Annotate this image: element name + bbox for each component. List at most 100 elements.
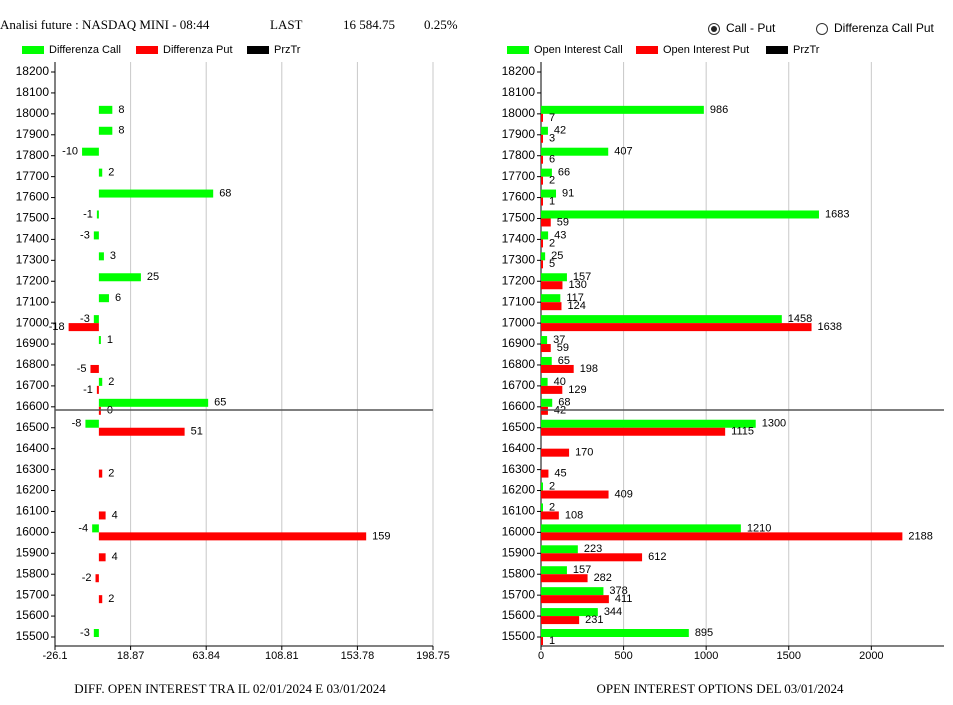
value-label: 407 [614,146,632,158]
value-label: 1458 [788,313,812,325]
y-tick-label: 18100 [502,85,536,99]
value-label: 2 [549,480,555,492]
legend-label: PrzTr [274,44,301,56]
y-tick-label: 17400 [16,232,50,246]
value-label: -3 [80,627,90,639]
value-label: 124 [567,300,585,312]
value-label: 68 [219,187,231,199]
bar [541,587,604,596]
value-label: 117 [566,292,584,304]
radio-button[interactable] [816,23,828,35]
bar [541,302,562,311]
bar [541,273,567,282]
bar [541,176,543,185]
y-tick-label: 15900 [502,545,536,559]
value-label: -5 [77,363,87,375]
value-label: 59 [557,342,569,354]
y-tick-label: 17100 [502,294,536,308]
bar [541,469,549,478]
legend-label: Open Interest Call [534,44,623,56]
y-tick-label: 17600 [16,190,50,204]
legend-swatch [766,46,788,54]
y-tick-label: 16700 [16,378,50,392]
bar [541,155,543,164]
value-label: 6 [115,292,121,304]
y-tick-label: 18000 [16,106,50,120]
bar [541,608,598,617]
radio-label[interactable]: Call - Put [726,21,776,35]
x-tick-label: 108.81 [265,650,299,662]
bar [541,448,570,457]
value-label: 66 [558,167,570,179]
y-tick-label: 16200 [502,483,536,497]
bar [541,377,548,386]
value-label: 231 [585,614,603,626]
bar [98,377,103,386]
y-tick-label: 16400 [502,441,536,455]
y-tick-label: 16100 [16,504,50,518]
y-tick-label: 15800 [502,566,536,580]
value-label: 159 [372,530,390,542]
y-tick-label: 16100 [502,504,536,518]
bar [98,595,103,604]
chart-title: OPEN INTEREST OPTIONS DEL 03/01/2024 [597,681,845,696]
value-label: 2 [108,376,114,388]
value-label: 223 [584,543,602,555]
value-label: -18 [49,321,65,333]
value-label: 68 [558,397,570,409]
bar [541,315,782,324]
value-label: 91 [562,187,574,199]
y-tick-label: 16800 [502,357,536,371]
bar [90,364,99,373]
y-tick-label: 17200 [502,273,536,287]
value-label: 895 [695,627,713,639]
value-label: 45 [554,467,566,479]
bar [541,134,543,143]
legend-swatch [636,46,658,54]
bar [68,323,99,332]
value-label: 2 [108,467,114,479]
y-tick-label: 17000 [502,315,536,329]
y-tick-label: 17700 [502,169,536,183]
x-tick-label: 18.87 [117,650,145,662]
bar [541,511,559,520]
bar [541,490,609,499]
bar [541,385,563,394]
y-tick-label: 16000 [502,525,536,539]
y-tick-label: 17500 [16,211,50,225]
bar [541,553,643,562]
bar [541,595,609,604]
value-label: 1210 [747,522,771,534]
value-label: 411 [615,593,633,605]
y-tick-label: 17200 [16,273,50,287]
y-tick-label: 15600 [502,608,536,622]
bar [98,105,113,114]
y-tick-label: 15600 [16,608,50,622]
value-label: 3 [110,250,116,262]
bar [541,356,552,365]
bar [92,524,99,533]
value-label: 25 [147,271,159,283]
value-label: -1 [83,384,93,396]
value-label: 108 [565,509,583,521]
y-tick-label: 16400 [16,441,50,455]
value-label: 65 [558,355,570,367]
value-label: -2 [82,572,92,584]
legend-label: Differenza Put [163,44,233,56]
radio-dot[interactable] [711,26,717,32]
change: 0.25% [424,17,458,32]
value-label: 37 [553,334,565,346]
radio-label[interactable]: Differenza Call Put [834,21,934,35]
bar [541,126,548,135]
value-label: 7 [549,112,555,124]
y-tick-label: 17400 [502,232,536,246]
bar [98,126,113,135]
value-label: 130 [568,279,586,291]
value-label: 6 [549,154,555,166]
bar [98,252,104,261]
value-label: 2 [108,167,114,179]
legend-label: Open Interest Put [663,44,749,56]
value-label: 40 [554,376,566,388]
bar [541,252,546,261]
legend-swatch [136,46,158,54]
